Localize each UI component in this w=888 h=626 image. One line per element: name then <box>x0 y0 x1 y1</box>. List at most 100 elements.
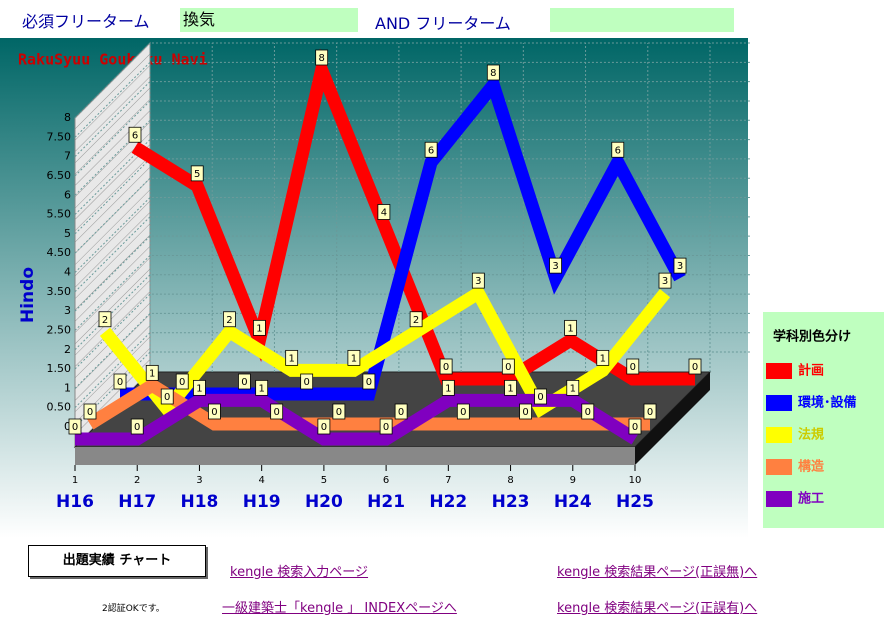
value-label-box <box>471 272 485 289</box>
value-label: 6 <box>132 130 138 141</box>
legend-swatch <box>766 491 792 507</box>
value-label: 0 <box>537 392 543 403</box>
value-label: 6 <box>428 145 434 156</box>
value-label: 0 <box>117 377 123 388</box>
value-label: 3 <box>552 261 558 272</box>
value-label: 0 <box>585 407 591 418</box>
link[interactable]: kengle 検索結果ページ(正誤無)へ <box>557 565 758 580</box>
value-label: 0 <box>505 362 511 373</box>
value-label-box <box>566 379 580 396</box>
value-label-box <box>145 364 159 381</box>
legend-label: 施工 <box>798 491 824 507</box>
value-label-box <box>439 358 453 375</box>
value-label: 0 <box>647 407 653 418</box>
value-label-box <box>504 379 517 396</box>
value-label: 2 <box>226 315 232 326</box>
legend-label: 計画 <box>798 363 824 379</box>
legend-swatch <box>766 459 792 475</box>
value-label: 2 <box>102 315 108 326</box>
value-label-box <box>441 379 455 396</box>
value-label-box <box>190 165 204 182</box>
value-label-box <box>68 418 82 435</box>
value-label: 0 <box>303 377 309 388</box>
value-label: 1 <box>570 383 576 394</box>
value-label-box <box>130 418 144 435</box>
value-label: 0 <box>241 377 247 388</box>
y-tick-label: 3.50 <box>47 285 72 298</box>
label: 必須フリーターム <box>22 12 150 31</box>
value-label-box <box>332 403 346 420</box>
value-label-box <box>83 403 97 420</box>
value-label: 2 <box>413 315 419 326</box>
value-label-box <box>270 403 284 420</box>
value-label: 1 <box>445 383 451 394</box>
value-label: 0 <box>211 407 217 418</box>
value-label: 0 <box>179 377 185 388</box>
value-label: 1 <box>256 323 262 334</box>
value-label-box <box>626 358 640 375</box>
value-label: 1 <box>507 383 513 394</box>
button[interactable]: 出題実績 チャート <box>28 545 206 577</box>
legend-label: 法規 <box>798 427 824 443</box>
category-label: H23 <box>492 492 530 512</box>
note: 2認証OKです。 <box>102 604 165 614</box>
value-label: 3 <box>677 261 683 272</box>
value-label-box <box>688 358 702 375</box>
y-tick-label: 0.50 <box>47 401 72 414</box>
value-label-box <box>673 257 687 274</box>
x-tick-label: 1 <box>72 475 78 486</box>
y-tick-label: 4.50 <box>47 246 72 259</box>
y-tick-label: 1.50 <box>47 362 72 375</box>
y-tick-label: 7.50 <box>47 130 72 143</box>
value-label-box <box>643 403 657 420</box>
text-input[interactable]: 換気 <box>180 8 358 32</box>
value-label: 0 <box>460 407 466 418</box>
legend-title: 学科別色分け <box>773 329 851 345</box>
value-label-box <box>128 126 142 143</box>
value-label-box <box>160 388 174 405</box>
y-tick-label: 5 <box>64 227 71 240</box>
value-label: 3 <box>662 276 668 287</box>
value-label-box <box>611 141 625 158</box>
value-label-box <box>208 403 221 420</box>
value-label-box <box>238 373 251 390</box>
category-label: H24 <box>554 492 592 512</box>
value-label: 0 <box>336 407 342 418</box>
value-label: 1 <box>600 353 606 364</box>
value-label-box <box>362 373 376 390</box>
chart: RakuSyuu Goukaku Navi Hindo 学科別色分け 0 0.50… <box>0 38 884 538</box>
value-label: 5 <box>194 169 200 180</box>
value-label: 0 <box>632 422 638 433</box>
legend-swatch <box>766 363 792 379</box>
value-label-box <box>501 358 515 375</box>
value-label-box <box>549 257 562 274</box>
x-tick-label: 8 <box>507 475 513 486</box>
x-tick-label: 5 <box>321 475 327 486</box>
value-label-box <box>456 403 470 420</box>
legend-label: 環境･設備 <box>798 395 857 411</box>
x-tick-label: 6 <box>383 475 389 486</box>
value-label: 1 <box>196 383 202 394</box>
value-label-box <box>300 373 314 390</box>
floor-side <box>635 372 710 465</box>
link[interactable]: kengle 検索結果ページ(正誤有)へ <box>557 601 758 616</box>
value-label-box <box>628 418 642 435</box>
y-tick-label: 5.50 <box>47 208 72 221</box>
value-label: 0 <box>692 362 698 373</box>
value-label: 6 <box>615 145 621 156</box>
value-label: 0 <box>321 422 327 433</box>
value-label-box <box>486 64 500 81</box>
value-label-box <box>534 388 547 405</box>
y-tick-label: 1 <box>64 381 71 394</box>
value-label: 0 <box>383 422 389 433</box>
value-label-box <box>317 418 331 435</box>
link[interactable]: kengle 検索入力ページ <box>230 565 369 580</box>
value-label-box <box>253 319 266 336</box>
value-label: 1 <box>288 353 294 364</box>
value-label: 0 <box>443 362 449 373</box>
value-label: 0 <box>630 362 636 373</box>
link[interactable]: 一級建築士「kengle 」 INDEXページへ <box>222 601 457 616</box>
text-input[interactable] <box>550 8 734 32</box>
